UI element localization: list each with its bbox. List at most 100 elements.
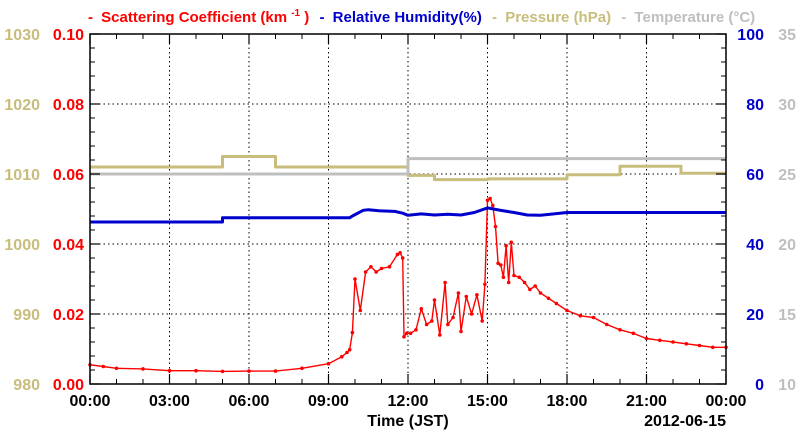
scattering-point [141,367,145,371]
pressure-tick-label: 1010 [4,167,40,184]
scattering-point [430,319,434,323]
scattering-point [618,328,622,332]
scattering-point [546,296,551,301]
legend-sc-dash: - [88,9,93,26]
humidity-tick-label: 60 [746,167,764,184]
scattering-point [369,265,373,269]
scattering-point [658,338,662,343]
humidity-tick-label: 20 [746,307,764,324]
scattering-point [491,203,495,208]
scattering-point [456,291,461,295]
scattering-tick-label: 0.00 [53,377,84,394]
scattering-point [538,291,543,295]
temperature-tick-label: 25 [778,167,796,184]
scattering-point [400,256,405,260]
scattering-point [273,369,278,373]
scattering-point [509,240,514,245]
humidity-tick-label: 40 [746,237,764,254]
scattering-point [533,284,537,288]
scattering-point [578,314,583,318]
scattering-tick-label: 0.10 [53,27,84,44]
scattering-point [504,244,508,248]
scattering-point [464,294,469,299]
temperature-tick-label: 35 [778,27,796,44]
legend-temp-dash: - [621,9,626,26]
scattering-point [363,270,368,274]
x-axis-date-label: 2012-06-15 [644,413,726,430]
pressure-tick-label: 1000 [4,237,40,254]
scattering-point [493,224,498,229]
humidity-tick-label: 100 [737,27,764,44]
x-axis-title: Time (JST) [367,413,449,430]
scattering-point [631,331,636,336]
scattering-point [506,280,511,285]
legend-rh-dash: - [319,9,324,26]
legend-rh: Relative Humidity(%) [333,9,482,26]
scattering-point [485,198,490,203]
scattering-point [605,322,609,327]
scattering-tick-label: 0.02 [53,307,84,324]
scattering-point [101,364,106,369]
scattering-point [446,322,450,327]
scattering-point [488,196,492,201]
x-tick-label: 12:00 [388,393,429,410]
series-layer [88,155,728,374]
scattering-point [220,369,225,374]
scattering-point [697,343,702,348]
scattering-point [469,312,474,316]
scattering-point [565,308,569,313]
series-line-humidity [90,206,726,224]
scattering-point [414,328,418,332]
scattering-tick-label: 0.04 [53,237,84,254]
scattering-point [404,331,409,336]
humidity-tick-label: 80 [746,97,764,114]
scattering-point [350,330,355,335]
scattering-point [501,275,506,280]
temperature-tick-label: 15 [778,307,796,324]
scattering-point [671,340,675,344]
scattering-point [398,251,402,255]
series-line-temperature [90,157,726,176]
scattering-tick-label: 0.06 [53,167,84,184]
scattering-point [358,308,363,313]
x-tick-label: 21:00 [626,393,667,410]
scattering-point [512,273,516,278]
scattering-point [374,270,379,274]
scattering-point [247,369,251,373]
legend: - Scattering Coefficient (km -1 ) - Rela… [88,3,755,26]
scattering-point [408,331,413,336]
scattering-point [300,366,304,371]
x-tick-label: 09:00 [308,393,349,410]
scattering-point [326,361,331,366]
scattering-point [483,282,487,287]
pressure-tick-label: 990 [13,307,40,324]
pressure-tick-label: 1020 [4,97,40,114]
scattering-point [114,366,119,371]
scattering-point [522,280,527,285]
scattering-point [644,336,649,341]
scattering-point [528,287,532,292]
x-tick-label: 00:00 [706,393,747,410]
x-tick-label: 03:00 [149,393,190,410]
pressure-tick-label: 980 [13,377,40,394]
scattering-point [402,335,406,339]
x-tick-label: 06:00 [229,393,270,410]
x-tick-label: 00:00 [70,393,111,410]
scattering-point [459,329,463,334]
scattering-point [480,319,485,323]
scattering-point [167,368,172,373]
scattering-point [496,261,500,266]
scattering-point [711,345,715,350]
humidity-tick-label: 0 [755,377,764,394]
scattering-point [684,342,689,346]
scattering-point [591,315,596,320]
scattering-point [379,266,384,271]
scattering-point [554,301,559,306]
scattering-point [424,322,429,327]
scattering-point [475,293,479,297]
x-tick-label: 15:00 [467,393,508,410]
scattering-point [443,280,447,285]
legend-sc-exp: -1 [291,8,300,19]
scattering-point [340,354,344,359]
